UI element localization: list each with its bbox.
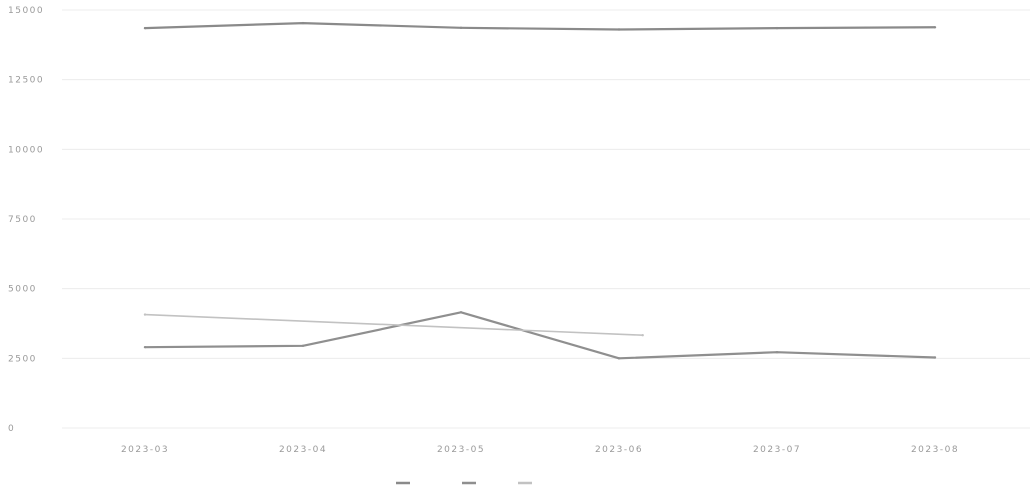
y-tick-label: 10000 [8,145,44,155]
series-line [144,21,936,31]
data-point [459,311,463,314]
data-point [641,334,644,337]
x-tick-label: 2023-04 [279,445,327,455]
series-line [144,313,643,337]
data-point [933,26,937,29]
y-tick-label: 15000 [8,6,44,16]
x-tick-label: 2023-08 [911,445,959,455]
data-point [301,21,305,25]
y-tick-label: 12500 [8,76,44,86]
data-point [775,26,779,30]
x-tick-label: 2023-06 [595,445,643,455]
y-tick-label: 7500 [8,215,37,225]
data-point [143,345,147,349]
series-line [144,311,936,360]
data-point [143,26,147,30]
data-point [775,351,779,354]
x-axis-ticks: 2023-03 2023-04 2023-05 2023-06 2023-07 2023-… [121,445,959,455]
data-point [459,26,463,30]
x-tick-label: 2023-07 [753,445,801,455]
y-tick-label: 0 [8,424,15,434]
y-tick-label: 2500 [8,354,37,364]
x-tick-label: 2023-05 [437,445,485,455]
data-point [617,357,621,360]
data-point [143,313,147,316]
y-axis-ticks: 0 2500 5000 7500 10000 12500 15000 [8,6,44,434]
data-point [617,28,621,31]
grid-lines [62,9,1030,429]
x-tick-label: 2023-03 [121,445,169,455]
data-point [301,344,305,347]
series-lines [143,21,937,360]
data-point [933,356,937,359]
y-tick-label: 5000 [8,285,37,295]
